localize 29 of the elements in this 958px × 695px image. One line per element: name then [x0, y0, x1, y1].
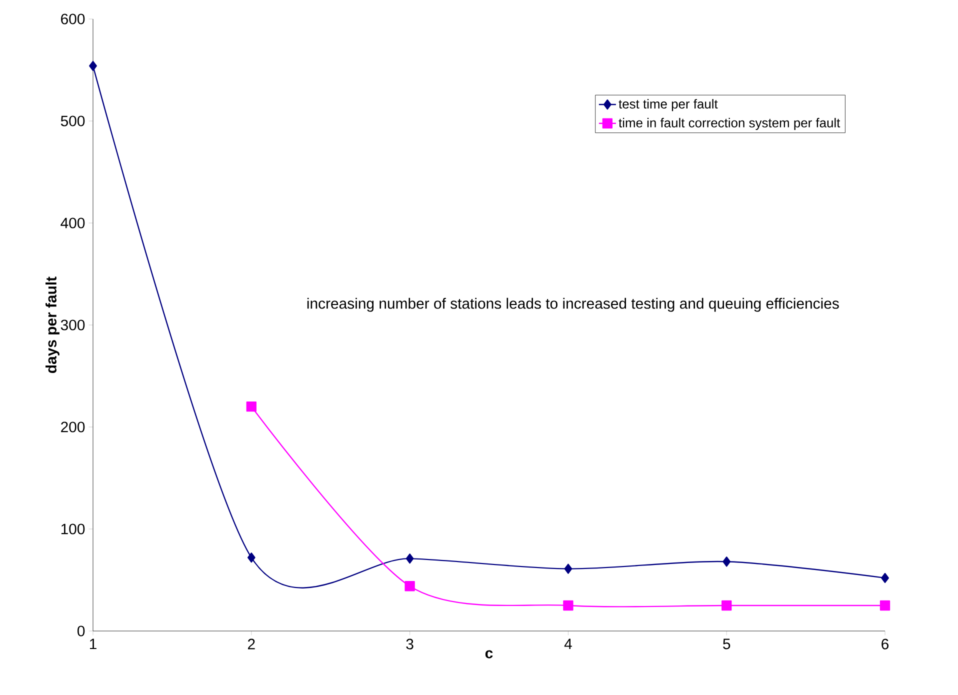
- legend-label: time in fault correction system per fault: [618, 118, 840, 130]
- y-tick-label: 0: [77, 626, 85, 636]
- x-axis-title: c: [485, 650, 493, 658]
- point: [881, 572, 889, 584]
- annotation: increasing number of stations leads to increased testing and queuing efficiencies: [307, 298, 839, 312]
- x-tick-label: 1: [90, 638, 96, 650]
- point: [722, 600, 732, 611]
- x-tick-label: 2: [248, 638, 255, 650]
- legend-label: test time per fault: [618, 99, 718, 112]
- y-tick-label: 300: [60, 320, 85, 330]
- y-tick-label: 400: [60, 218, 85, 228]
- point: [880, 600, 890, 611]
- x-tick-label: 4: [564, 638, 572, 650]
- point: [722, 556, 731, 567]
- x-tick-label: 5: [723, 638, 730, 650]
- x-tick-label: 3: [406, 638, 414, 650]
- y-tick-label: 200: [61, 422, 85, 432]
- y-tick-label: 100: [61, 524, 85, 534]
- x-tick-label: 6: [882, 638, 889, 650]
- point: [406, 553, 414, 564]
- point: [246, 402, 256, 412]
- y-tick-label: 500: [60, 116, 85, 126]
- point: [564, 564, 572, 574]
- y-tick-label: 600: [61, 14, 85, 24]
- point: [563, 600, 574, 611]
- point: [89, 60, 97, 71]
- point: [247, 552, 256, 563]
- y-axis-title: days per fault: [46, 276, 60, 373]
- point: [404, 581, 415, 592]
